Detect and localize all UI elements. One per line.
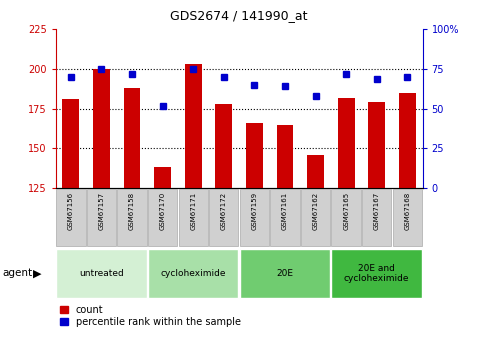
Text: GSM67172: GSM67172: [221, 192, 227, 230]
Bar: [185, 64, 201, 188]
Bar: [179, 189, 208, 246]
Legend: count, percentile rank within the sample: count, percentile rank within the sample: [60, 305, 241, 327]
Text: 20E and
cycloheximide: 20E and cycloheximide: [344, 264, 410, 283]
Text: GSM67170: GSM67170: [159, 192, 166, 230]
Text: GSM67168: GSM67168: [404, 192, 411, 230]
Bar: [148, 249, 239, 298]
Bar: [362, 189, 391, 246]
Text: ▶: ▶: [33, 268, 42, 278]
Bar: [215, 104, 232, 188]
Text: cycloheximide: cycloheximide: [160, 269, 226, 278]
Bar: [393, 189, 422, 246]
Bar: [246, 123, 263, 188]
Bar: [240, 189, 269, 246]
Text: GSM67156: GSM67156: [68, 192, 74, 230]
Bar: [87, 189, 116, 246]
Text: GSM67171: GSM67171: [190, 192, 196, 230]
Text: GSM67157: GSM67157: [99, 192, 104, 230]
Text: untreated: untreated: [79, 269, 124, 278]
Bar: [270, 189, 299, 246]
Bar: [399, 93, 416, 188]
Bar: [154, 167, 171, 188]
Bar: [209, 189, 239, 246]
Bar: [124, 88, 141, 188]
Text: GSM67159: GSM67159: [251, 192, 257, 230]
Text: agent: agent: [2, 268, 32, 278]
Bar: [148, 189, 177, 246]
Bar: [338, 98, 355, 188]
Bar: [56, 249, 147, 298]
Text: 20E: 20E: [276, 269, 294, 278]
Bar: [93, 69, 110, 188]
Bar: [331, 249, 422, 298]
Text: GSM67158: GSM67158: [129, 192, 135, 230]
Bar: [117, 189, 147, 246]
Text: GSM67162: GSM67162: [313, 192, 319, 230]
Bar: [277, 125, 293, 188]
Bar: [331, 189, 361, 246]
Bar: [369, 102, 385, 188]
Bar: [56, 189, 85, 246]
Text: GDS2674 / 141990_at: GDS2674 / 141990_at: [170, 9, 308, 22]
Text: GSM67161: GSM67161: [282, 192, 288, 230]
Text: GSM67165: GSM67165: [343, 192, 349, 230]
Bar: [307, 155, 324, 188]
Bar: [240, 249, 330, 298]
Text: GSM67167: GSM67167: [374, 192, 380, 230]
Bar: [62, 99, 79, 188]
Bar: [301, 189, 330, 246]
